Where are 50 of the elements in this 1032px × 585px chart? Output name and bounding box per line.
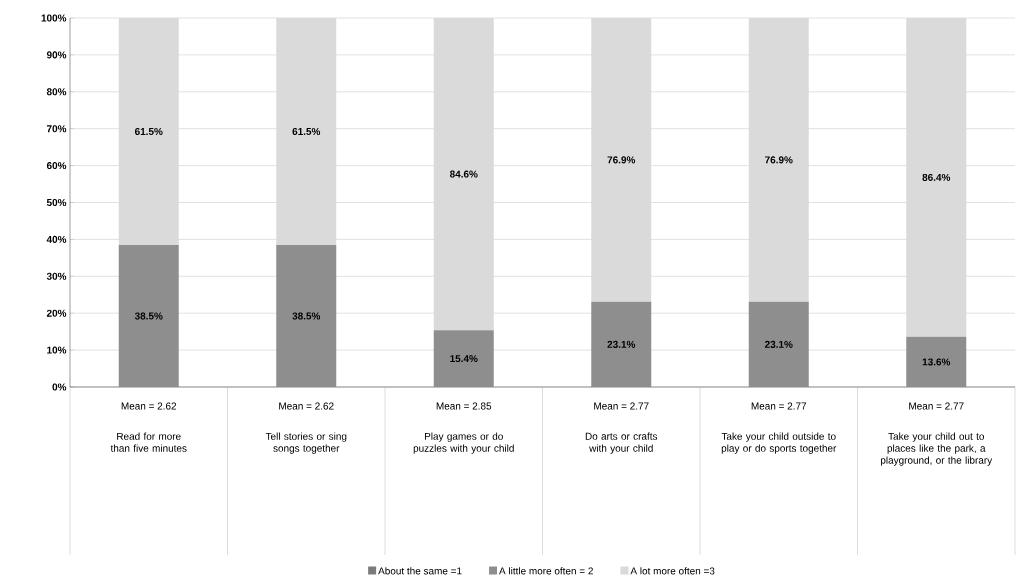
y-tick-label: 10% <box>47 346 67 354</box>
data-label: 76.9% <box>765 156 793 164</box>
x-tick-label: Read for more than five minutes <box>110 432 187 452</box>
data-label: 15.4% <box>450 355 478 363</box>
y-tick-label: 60% <box>46 162 67 170</box>
x-tick-label: Play games or do puzzles with your child <box>413 432 514 454</box>
y-tick-label: 30% <box>46 272 67 280</box>
data-label: 61.5% <box>292 127 321 135</box>
data-label: 13.6% <box>922 358 951 366</box>
data-label: 23.1% <box>764 340 793 348</box>
bar <box>906 336 967 387</box>
y-tick-label: 50% <box>46 198 67 207</box>
text: Mean = 2.62 <box>121 402 177 410</box>
y-tick-label: 0% <box>52 383 67 391</box>
legend-label: About the same =1 <box>378 567 462 575</box>
y-tick-label: 100% <box>41 14 67 22</box>
text: Mean = 2.77 <box>594 402 649 410</box>
bar <box>591 301 652 387</box>
y-tick-label: 70% <box>46 125 67 133</box>
text: Mean = 2.85 <box>436 402 492 410</box>
bar <box>591 18 652 302</box>
data-label: 23.1% <box>607 340 636 348</box>
data-label: 84.6% <box>449 170 478 178</box>
y-tick-label: 90% <box>46 51 67 59</box>
data-label: 38.5% <box>292 312 321 320</box>
x-tick-label: Tell stories or sing songs together <box>265 432 347 454</box>
data-label: 76.9% <box>607 156 636 164</box>
text: Mean = 2.77 <box>909 402 964 410</box>
x-tick-label: Take your child out to places like the park, a playground, or the library <box>880 432 993 466</box>
y-tick-label: 20% <box>46 309 67 317</box>
bar <box>276 244 337 387</box>
bar <box>276 18 337 245</box>
x-tick-label: Take your child outside to play or do sports together <box>721 432 837 454</box>
bar <box>748 301 809 387</box>
bar <box>748 18 809 302</box>
x-tick-label: Do arts or crafts with your child <box>585 432 658 454</box>
bar <box>433 18 494 331</box>
text: Mean = 2.62 <box>279 402 334 410</box>
legend-label: A lot more often =3 <box>630 567 715 575</box>
bar <box>118 244 179 387</box>
legend-label: A little more often = 2 <box>499 567 593 575</box>
data-label: 38.5% <box>134 312 163 320</box>
data-label: 86.4% <box>922 173 951 181</box>
y-tick-label: 80% <box>46 88 67 96</box>
bar <box>118 18 179 245</box>
bar <box>906 18 967 337</box>
y-tick-label: 40% <box>46 235 67 243</box>
text: Mean = 2.77 <box>751 402 807 410</box>
bar <box>433 330 494 387</box>
data-label: 61.5% <box>134 127 163 135</box>
